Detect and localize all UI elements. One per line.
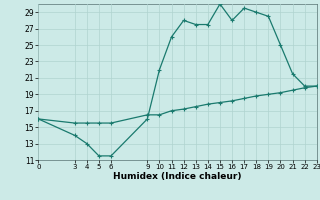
X-axis label: Humidex (Indice chaleur): Humidex (Indice chaleur) bbox=[113, 172, 242, 181]
